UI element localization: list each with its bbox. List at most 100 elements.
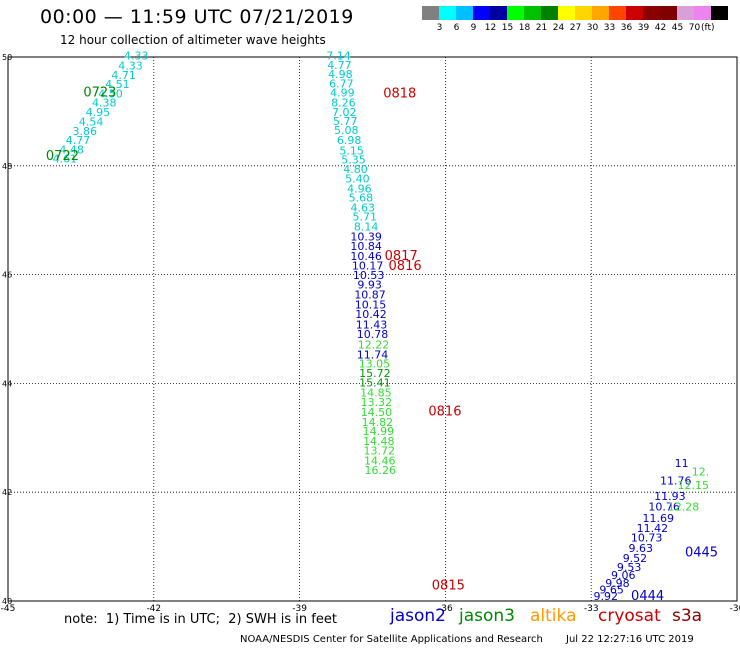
swh-value: 5.15 [339, 144, 364, 157]
color-scale-label: 45 [671, 23, 684, 33]
swh-value: 9.63 [629, 542, 654, 555]
swh-value: 14.50 [361, 406, 393, 419]
swh-value: 14.82 [362, 416, 394, 429]
swh-value: 10.76 [648, 501, 680, 514]
legend-jason3: jason3 [459, 606, 515, 626]
swh-value: 10.84 [350, 240, 382, 253]
color-scale-label: 12 [484, 23, 497, 33]
swh-value: 11 [675, 457, 689, 470]
credit-line: NOAA/NESDIS Center for Satellite Applica… [240, 634, 543, 645]
swh-value: 7.14 [326, 50, 351, 63]
color-swatch [626, 6, 643, 20]
swh-value: 8.26 [331, 97, 356, 110]
swh-value: 13.72 [364, 445, 396, 458]
pass-time-label: 0722 [46, 149, 79, 164]
swh-value: 9.65 [599, 583, 624, 596]
swh-value: 14.85 [360, 386, 392, 399]
pass-time-label: 0444 [631, 589, 664, 604]
swh-value: 11.74 [357, 348, 389, 361]
swh-value: 11.76 [660, 475, 692, 488]
swh-value: 13.32 [361, 396, 393, 409]
color-swatch [711, 6, 728, 20]
generation-timestamp: Jul 22 12:27:16 UTC 2019 [566, 634, 694, 645]
plot-frame [7, 56, 738, 602]
swh-value: 15.72 [359, 367, 391, 380]
y-tick-label: 46 [2, 271, 12, 280]
swh-value: 11.69 [643, 512, 675, 525]
color-swatch [473, 6, 490, 20]
legend-jason2: jason2 [390, 606, 446, 626]
color-scale-label: 27 [569, 23, 582, 33]
swh-value: 10.73 [631, 532, 663, 545]
color-scale-label: 24 [552, 23, 565, 33]
x-tick-label: -45 [1, 604, 16, 614]
swh-value: 14.46 [364, 454, 396, 467]
swh-value: 5.35 [341, 154, 366, 167]
swh-value: 9.06 [611, 569, 636, 582]
swh-value: 5.40 [345, 173, 370, 186]
color-scale-label: 42 [654, 23, 667, 33]
swh-value: 10.17 [352, 260, 384, 273]
color-swatch [694, 6, 711, 20]
swh-value: 13.05 [359, 358, 391, 371]
y-tick-label: 42 [2, 488, 12, 497]
swh-value: 9.93 [357, 279, 382, 292]
swh-value: 8.14 [354, 221, 379, 234]
swh-value: 4.48 [59, 143, 84, 156]
color-swatch [677, 6, 694, 20]
color-scale-label: 36 [620, 23, 633, 33]
swh-value: 9.52 [623, 552, 648, 565]
swh-value: 14.48 [363, 435, 395, 448]
color-scale-label: 21 [535, 23, 548, 33]
swh-value: 10.53 [353, 269, 385, 282]
swh-value: 15.41 [359, 377, 391, 390]
swh-value: 12.15 [678, 479, 710, 492]
color-scale-label: 9 [470, 23, 477, 33]
pass-time-label: 0723 [83, 86, 116, 101]
color-swatch [490, 6, 507, 20]
pass-time-label: 0816 [389, 259, 422, 274]
swh-value: 12. [692, 465, 710, 478]
swh-value: 6.77 [329, 77, 354, 90]
swh-value: 4.77 [327, 59, 352, 72]
color-scale-unit: (ft) [701, 23, 715, 33]
color-swatch [592, 6, 609, 20]
swh-value: 12.22 [358, 339, 390, 352]
swh-value: 4.54 [79, 116, 104, 129]
swh-value: 10.87 [354, 289, 386, 302]
swh-value: 6.98 [337, 134, 362, 147]
chart-subtitle: 12 hour collection of altimeter wave hei… [60, 33, 326, 47]
x-tick-label: -30 [730, 604, 740, 614]
x-tick-label: -36 [438, 604, 453, 614]
y-tick-label: 50 [2, 53, 12, 62]
swh-value: 5.77 [333, 115, 358, 128]
swh-value: 10.39 [350, 230, 382, 243]
swh-value: 4.80 [343, 163, 368, 176]
swh-value: 3.86 [73, 125, 98, 138]
color-scale-label: 70 [688, 23, 701, 33]
swh-value: 4.51 [105, 78, 130, 91]
swh-value: 4.33 [124, 50, 149, 63]
swh-value: 4.95 [86, 106, 111, 119]
swh-value: 4.71 [111, 69, 136, 82]
color-swatch [507, 6, 524, 20]
swh-value: 9.98 [605, 577, 630, 590]
swh-value: 5.71 [352, 211, 377, 224]
legend-s3a: s3a [672, 606, 703, 626]
color-scale-label: 18 [518, 23, 531, 33]
legend-altika: altika [530, 606, 577, 626]
swh-value: 5.68 [349, 192, 374, 205]
color-swatch [422, 6, 439, 20]
swh-value: 5.08 [334, 124, 359, 137]
color-swatch [609, 6, 626, 20]
swh-value: 10.42 [355, 308, 387, 321]
color-scale-label: 30 [586, 23, 599, 33]
pass-time-label: 0816 [428, 404, 461, 419]
color-swatch [660, 6, 677, 20]
swh-value: 4.96 [347, 182, 372, 195]
color-swatch [575, 6, 592, 20]
swh-value: 12.28 [668, 501, 700, 514]
color-swatch [643, 6, 660, 20]
color-scale-label: 39 [637, 23, 650, 33]
